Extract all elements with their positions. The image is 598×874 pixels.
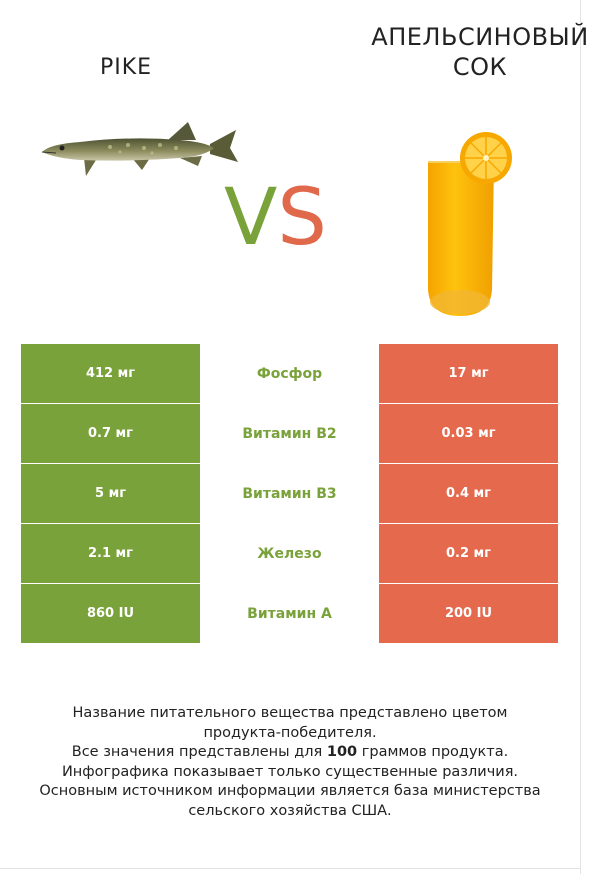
table-row: 5 мг Витамин B3 0.4 мг bbox=[21, 464, 558, 523]
right-value-cell: 0.03 мг bbox=[379, 404, 558, 463]
footer-line: Все значения представлены для 100 граммо… bbox=[10, 743, 570, 763]
footer-note: Название питательного вещества представл… bbox=[10, 704, 570, 821]
frame-border-right bbox=[580, 0, 581, 874]
footer-bold-value: 100 bbox=[326, 744, 358, 760]
right-value-cell: 200 IU bbox=[379, 584, 558, 643]
right-value-cell: 0.4 мг bbox=[379, 464, 558, 523]
right-product-title: АПЕЛЬСИНОВЫЙ СОК bbox=[360, 22, 598, 82]
left-value-cell: 5 мг bbox=[21, 464, 200, 523]
left-value-cell: 0.7 мг bbox=[21, 404, 200, 463]
vs-letter-v: V bbox=[224, 173, 278, 263]
footer-line: продукта-победителя. bbox=[203, 724, 377, 741]
orange-juice-image bbox=[428, 132, 512, 316]
nutrient-name-cell: Фосфор bbox=[200, 344, 379, 403]
table-row: 412 мг Фосфор 17 мг bbox=[21, 344, 558, 403]
nutrient-name-cell: Железо bbox=[200, 524, 379, 583]
nutrient-name-cell: Витамин A bbox=[200, 584, 379, 643]
table-row: 860 IU Витамин A 200 IU bbox=[21, 584, 558, 643]
left-value-cell: 2.1 мг bbox=[21, 524, 200, 583]
footer-text: Все значения представлены для bbox=[71, 744, 327, 760]
right-product-title-line1: АПЕЛЬСИНОВЫЙ bbox=[371, 23, 589, 51]
right-product-title-line2: СОК bbox=[452, 53, 508, 81]
footer-text: граммов продукта. bbox=[357, 744, 509, 760]
left-product-title: PIKE bbox=[99, 55, 153, 80]
right-value-cell: 17 мг bbox=[379, 344, 558, 403]
footer-line: Название питательного вещества представл… bbox=[72, 705, 508, 721]
left-value-cell: 860 IU bbox=[21, 584, 200, 643]
nutrient-name-cell: Витамин B2 bbox=[200, 404, 379, 463]
right-value-cell: 0.2 мг bbox=[379, 524, 558, 583]
vs-label: VS bbox=[224, 168, 327, 268]
nutrient-name-cell: Витамин B3 bbox=[200, 464, 379, 523]
footer-line: сельского хозяйства США. bbox=[188, 802, 392, 819]
frame-border-bottom bbox=[0, 868, 581, 869]
footer-line: Инфографика показывает только существенн… bbox=[61, 763, 519, 780]
table-row: 2.1 мг Железо 0.2 мг bbox=[21, 524, 558, 583]
table-row: 0.7 мг Витамин B2 0.03 мг bbox=[21, 404, 558, 463]
left-value-cell: 412 мг bbox=[21, 344, 200, 403]
pike-fish-image bbox=[41, 122, 238, 176]
footer-line: Основным источником информации является … bbox=[39, 783, 541, 799]
nutrient-comparison-table: 412 мг Фосфор 17 мг 0.7 мг Витамин B2 0.… bbox=[21, 344, 558, 644]
vs-letter-s: S bbox=[277, 173, 327, 263]
